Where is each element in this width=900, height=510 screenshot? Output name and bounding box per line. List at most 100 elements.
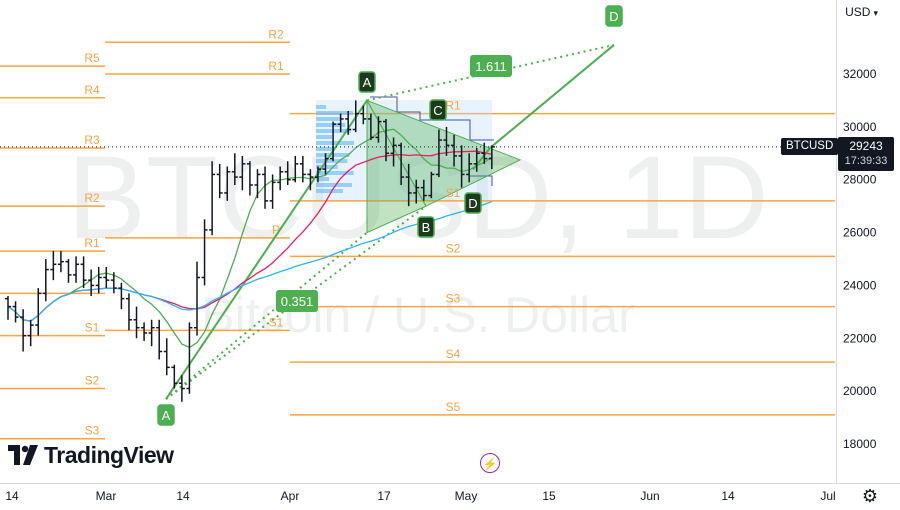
- candle: [314, 166, 321, 183]
- volume-bar: [316, 123, 346, 127]
- pivot-label: S1: [269, 315, 284, 329]
- candle: [466, 153, 473, 183]
- pattern-point-marker: D: [605, 5, 623, 27]
- volume-bar: [316, 111, 353, 115]
- candle: [262, 166, 269, 209]
- lightning-icon[interactable]: ⚡: [480, 453, 500, 473]
- candle: [443, 126, 450, 156]
- candle: [171, 364, 178, 389]
- candle: [5, 296, 11, 320]
- chevron-down-icon: ▾: [873, 8, 878, 18]
- pivot-levels: [0, 41, 835, 440]
- gear-icon[interactable]: ⚙: [861, 486, 878, 506]
- candle: [277, 166, 284, 191]
- pattern-point-box: [464, 192, 482, 214]
- y-tick-label: 18000: [843, 437, 877, 451]
- pivot-label: R4: [84, 83, 100, 97]
- volume-bar: [316, 177, 330, 181]
- pattern-point-label: D: [468, 196, 477, 211]
- candle: [110, 272, 117, 294]
- candle: [352, 100, 359, 133]
- pivot-label: R5: [84, 51, 100, 65]
- volume-bar: [316, 189, 343, 193]
- price-axis-divider: [836, 0, 837, 483]
- candle: [103, 266, 110, 289]
- candle: [420, 179, 427, 201]
- candle: [481, 142, 488, 164]
- pivot-label: S1: [85, 321, 100, 335]
- candle: [284, 161, 291, 185]
- x-tick-label: 17: [377, 489, 391, 503]
- candle: [330, 121, 337, 162]
- price-axis[interactable]: 18000 20000 22000 24000 26000 28000 30000 32000: [843, 67, 877, 451]
- pivot-label: S3: [85, 424, 100, 438]
- tradingview-logo[interactable]: TradingView: [8, 440, 174, 470]
- candle: [27, 319, 34, 347]
- pattern-point-label: C: [433, 103, 442, 118]
- candle: [254, 169, 261, 199]
- chart-labels: R5 R4 R3 R2 R1 S1 S2 S3 R2 R1 P S1 R1 S1 S2 S3 S4 S5 A A B C D…: [84, 5, 623, 438]
- last-price-tag: 29243 17:39:33: [838, 137, 894, 171]
- candle: [88, 269, 95, 296]
- x-tick-label: Mar: [96, 489, 117, 503]
- pivot-label: R3: [84, 133, 100, 147]
- pattern-point-marker: A: [157, 404, 175, 426]
- pattern-point-marker: C: [429, 99, 447, 121]
- watermark-name: Bitcoin / U.S. Dollar: [201, 287, 634, 343]
- pattern-point-label: B: [422, 220, 431, 235]
- candle: [148, 319, 155, 347]
- volume-bar: [316, 159, 348, 163]
- candle: [413, 179, 420, 204]
- pattern-point-marker: B: [417, 216, 435, 238]
- candle: [57, 251, 64, 273]
- watermark-symbol: BTCUSD, 1D: [67, 132, 769, 264]
- candle: [428, 171, 435, 199]
- bar-countdown: 17:39:33: [844, 155, 888, 167]
- pattern-point-box: [157, 404, 175, 426]
- candle: [360, 105, 367, 125]
- pattern-point-label: A: [363, 75, 372, 90]
- candle: [405, 163, 412, 207]
- candle: [367, 113, 374, 141]
- pivot-label: P: [272, 223, 280, 237]
- volume-bar: [316, 105, 326, 109]
- fib-ratio-label: 0.351: [276, 290, 318, 312]
- pattern-point-box: [417, 216, 435, 238]
- candle: [65, 259, 72, 283]
- candle: [451, 134, 458, 167]
- candle: [194, 261, 200, 336]
- candle: [125, 293, 132, 331]
- volume-profile: [316, 96, 494, 200]
- moving-average-line: [7, 200, 493, 322]
- fib-ratio-text: 0.351: [281, 294, 314, 309]
- pattern-point-box: [358, 71, 376, 93]
- pattern-point-marker: D: [464, 192, 482, 214]
- pivot-label: S4: [446, 347, 461, 361]
- candle: [473, 148, 480, 172]
- x-tick-label: Jun: [640, 489, 659, 503]
- y-tick-label: 24000: [843, 278, 877, 292]
- symbol-tag: BTCUSD: [781, 138, 839, 155]
- profile-line: [370, 96, 494, 141]
- candle: [163, 338, 170, 376]
- currency-selector[interactable]: USD ▾: [845, 5, 878, 19]
- volume-bar: [316, 141, 354, 145]
- candle: [246, 161, 253, 196]
- time-axis[interactable]: 14 Mar 14 Apr 17 May 15 Jun 14 Jul: [5, 489, 835, 503]
- candle: [20, 309, 27, 352]
- pattern-point-box: [429, 99, 447, 121]
- candle: [322, 153, 329, 175]
- pivot-label: R2: [84, 191, 100, 205]
- candle: [269, 174, 276, 209]
- candle: [141, 322, 148, 341]
- pivot-label: R1: [268, 59, 284, 73]
- volume-bar: [316, 117, 341, 121]
- y-tick-label: 30000: [843, 120, 877, 134]
- candle: [224, 166, 231, 201]
- volume-bar: [316, 171, 354, 175]
- candles: [5, 100, 495, 402]
- fib-ratio-label: 1.611: [470, 55, 512, 77]
- pivot-label: S1: [446, 186, 461, 200]
- y-tick-label: 20000: [843, 384, 877, 398]
